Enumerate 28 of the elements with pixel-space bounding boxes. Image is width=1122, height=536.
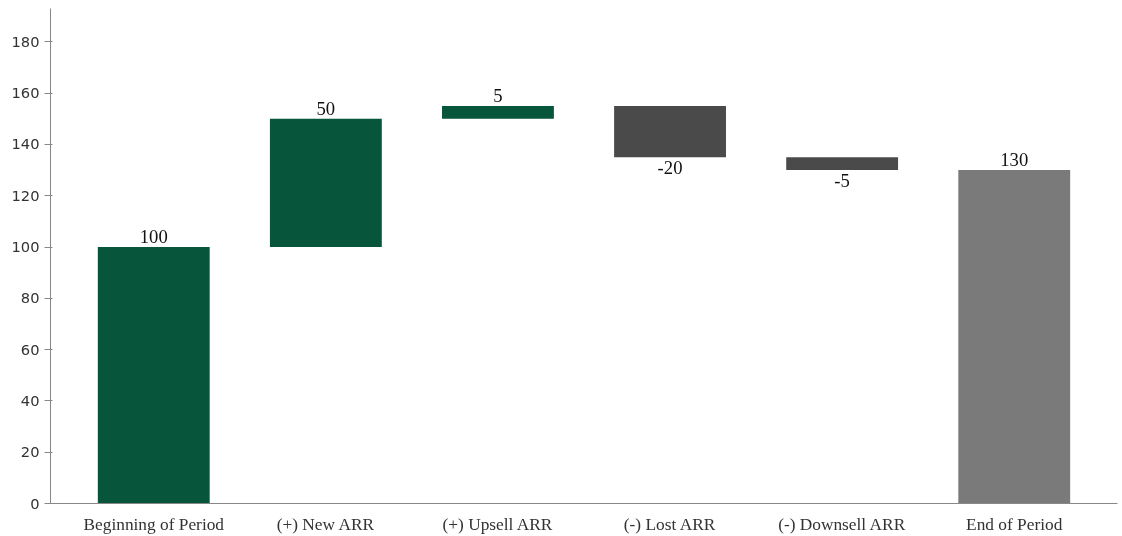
bar [442,105,554,119]
data-label: 5 [493,84,503,106]
bar [786,157,899,171]
bar [614,105,726,158]
x-tick-label: (-) Downsell ARR [778,514,906,534]
y-tick-label: 180 [11,32,40,50]
x-tick-label: (+) Upsell ARR [442,514,553,534]
y-tick-label: 0 [30,494,40,512]
x-tick-label: (+) New ARR [276,514,375,534]
bar [269,118,382,248]
bar [958,170,1071,504]
y-tick-label: 60 [20,340,40,358]
y-tick-label: 100 [11,238,40,256]
y-tick-label: 40 [20,391,40,409]
y-tick-label: 140 [11,135,40,153]
data-label: -5 [834,170,850,192]
data-label: 130 [1000,149,1029,171]
bar [97,247,210,504]
y-tick-label: 80 [20,289,40,307]
data-label: -20 [657,157,683,179]
y-tick-label: 120 [11,186,40,204]
data-label: 50 [316,97,336,119]
data-label: 100 [139,226,168,248]
x-tick-label: Beginning of Period [83,514,225,534]
x-tick-label: End of Period [966,514,1063,534]
x-tick-label: (-) Lost ARR [623,514,716,534]
y-tick-label: 160 [11,84,40,102]
y-tick-label: 20 [20,443,40,461]
